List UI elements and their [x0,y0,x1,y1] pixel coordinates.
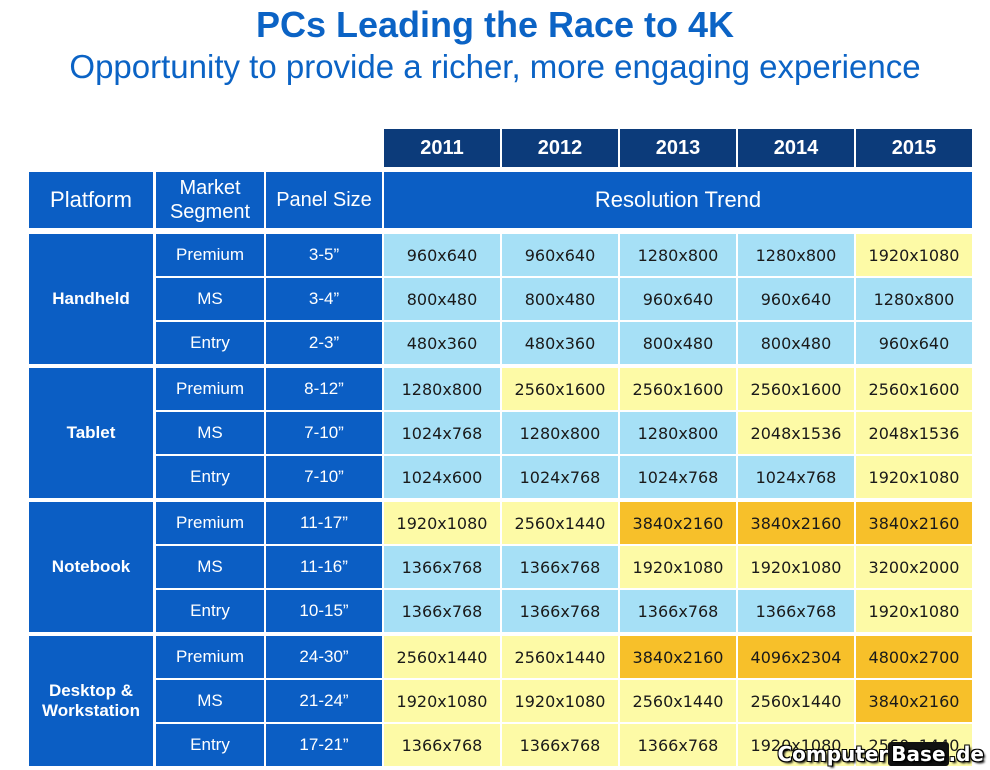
resolution-cell: 3200x2000 [856,546,972,588]
resolution-cell: 1920x1080 [856,234,972,276]
resolution-cell: 2560x1600 [856,368,972,410]
segment-label: MS [156,278,264,320]
resolution-cell: 1366x768 [620,590,736,632]
resolution-cell: 1920x1080 [738,546,854,588]
segment-label: MS [156,412,264,454]
panel-size: 24-30” [266,636,382,678]
resolution-cell: 1366x768 [502,590,618,632]
panel-size: 11-16” [266,546,382,588]
segment-label: MS [156,680,264,722]
resolution-cell: 1366x768 [502,546,618,588]
resolution-cell: 1366x768 [738,590,854,632]
resolution-cell: 2560x1440 [620,680,736,722]
segment-label: MS [156,546,264,588]
resolution-cell: 3840x2160 [620,502,736,544]
platform-desktop: Desktop & Workstation [29,636,153,766]
resolution-cell: 1280x800 [856,278,972,320]
resolution-cell: 1024x768 [738,456,854,498]
resolution-cell: 2560x1440 [384,636,500,678]
resolution-cell: 1280x800 [620,412,736,454]
resolution-cell: 960x640 [384,234,500,276]
resolution-cell: 960x640 [502,234,618,276]
panel-size: 3-4” [266,278,382,320]
resolution-cell: 1024x768 [620,456,736,498]
segment-label: Premium [156,502,264,544]
panel-size: 7-10” [266,412,382,454]
resolution-cell: 1280x800 [738,234,854,276]
panel-size: 7-10” [266,456,382,498]
resolution-cell: 2560x1600 [502,368,618,410]
resolution-cell: 1920x1080 [384,680,500,722]
resolution-cell: 1280x800 [384,368,500,410]
panel-size: 11-17” [266,502,382,544]
resolution-cell: 1280x800 [620,234,736,276]
resolution-cell: 2560x1440 [738,680,854,722]
resolution-trend-header: Resolution Trend [384,172,972,228]
segment-label: Entry [156,456,264,498]
resolution-cell: 800x480 [620,322,736,364]
segment-label: Premium [156,368,264,410]
resolution-cell: 800x480 [384,278,500,320]
year-header-2015: 2015 [856,129,972,167]
year-header-2014: 2014 [738,129,854,167]
resolution-cell: 1280x800 [502,412,618,454]
resolution-cell: 480x360 [384,322,500,364]
resolution-cell: 960x640 [856,322,972,364]
segment-label: Entry [156,724,264,766]
segment-label: Premium [156,636,264,678]
resolution-cell: 800x480 [738,322,854,364]
panel-size: 21-24” [266,680,382,722]
year-header-2013: 2013 [620,129,736,167]
resolution-cell: 1366x768 [502,724,618,766]
page-subtitle: Opportunity to provide a richer, more en… [69,48,921,85]
resolution-cell: 1366x768 [620,724,736,766]
segment-label: Premium [156,234,264,276]
resolution-cell: 1920x1080 [738,724,854,766]
resolution-cell: 960x640 [620,278,736,320]
resolution-cell: 1920x1080 [856,590,972,632]
resolution-cell: 3840x2160 [856,502,972,544]
platform-notebook: Notebook [29,502,153,632]
resolution-cell: 2560x1600 [738,368,854,410]
resolution-cell: 1920x1080 [384,502,500,544]
page-title: PCs Leading the Race to 4K [255,4,735,45]
resolution-cell: 2048x1536 [738,412,854,454]
resolution-cell: 4800x2700 [856,636,972,678]
segment-label: Entry [156,590,264,632]
resolution-cell: 1366x768 [384,546,500,588]
resolution-cell: 480x360 [502,322,618,364]
panel-size: 17-21” [266,724,382,766]
resolution-cell: 1920x1080 [620,546,736,588]
resolution-cell: 1366x768 [384,590,500,632]
segment-label: Entry [156,322,264,364]
resolution-cell: 3840x2160 [856,680,972,722]
panel-size-header: Panel Size [266,172,382,228]
resolution-cell: 1024x600 [384,456,500,498]
resolution-cell: 1920x1080 [856,456,972,498]
resolution-cell: 960x640 [738,278,854,320]
platform-tablet: Tablet [29,368,153,498]
market-segment-header: Market Segment [156,172,264,228]
panel-size: 2-3” [266,322,382,364]
year-header-2011: 2011 [384,129,500,167]
watermark-logo: Computer Base .de [777,742,984,766]
resolution-cell: 800x480 [502,278,618,320]
resolution-cell: 2048x1536 [856,412,972,454]
resolution-cell: 4096x2304 [738,636,854,678]
resolution-cell: 3840x2160 [738,502,854,544]
year-header-2012: 2012 [502,129,618,167]
platform-header: Platform [29,172,153,228]
panel-size: 3-5” [266,234,382,276]
panel-size: 8-12” [266,368,382,410]
resolution-cell: 3840x2160 [620,636,736,678]
resolution-cell: 2560x1440 [502,636,618,678]
platform-handheld: Handheld [29,234,153,364]
panel-size: 10-15” [266,590,382,632]
resolution-cell: 1366x768 [384,724,500,766]
resolution-cell: 2560x1440 [502,502,618,544]
resolution-cell: 1920x1080 [502,680,618,722]
resolution-cell: 2560x1600 [620,368,736,410]
resolution-cell: 1024x768 [502,456,618,498]
resolution-cell: 1024x768 [384,412,500,454]
